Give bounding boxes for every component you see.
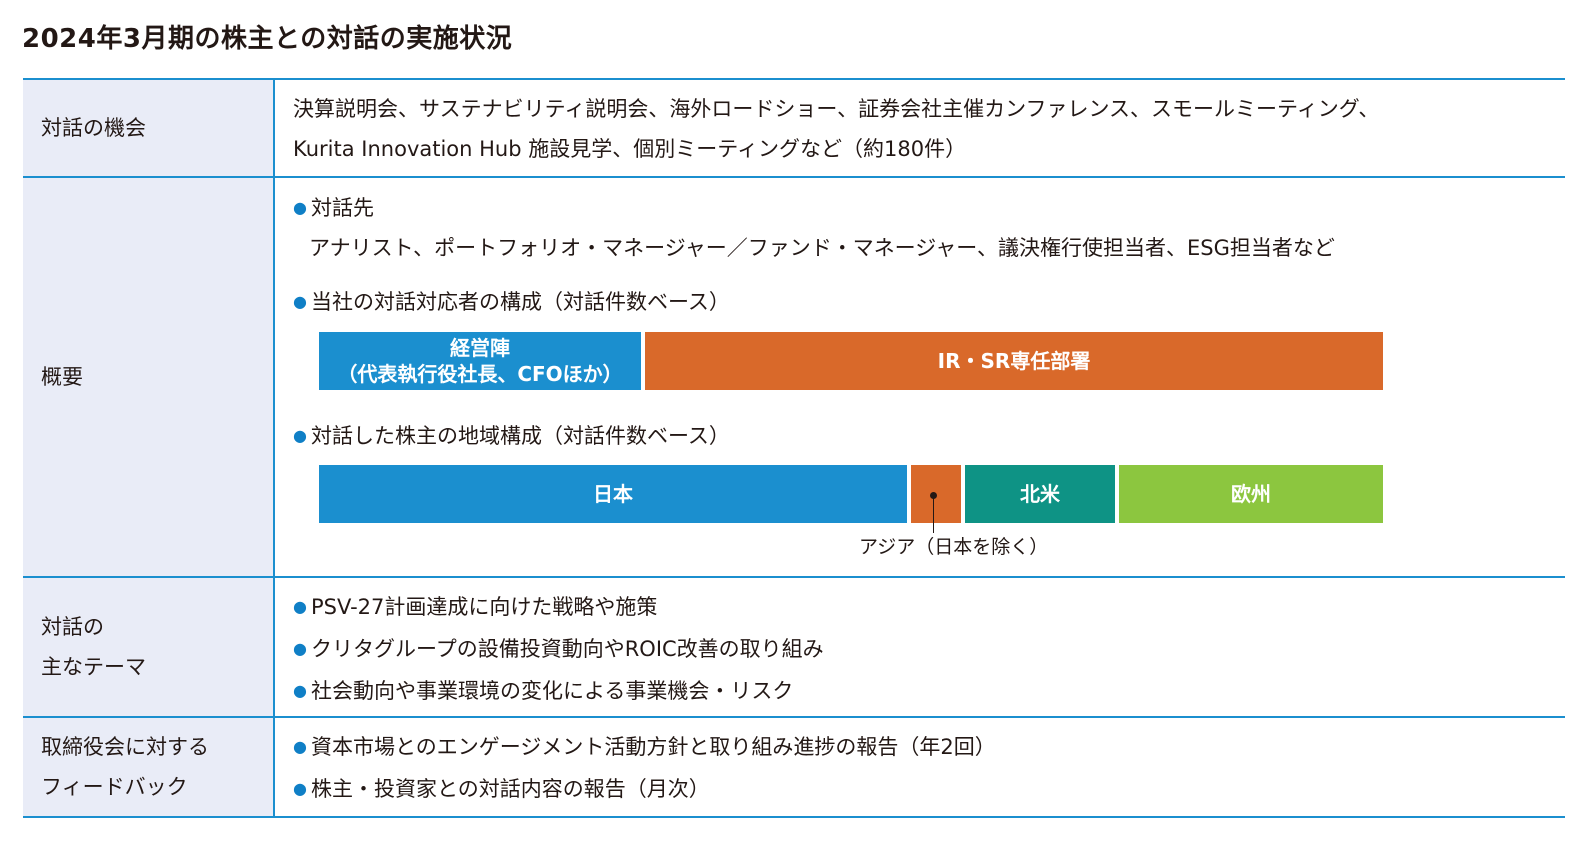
feedback-item: ● 資本市場とのエンゲージメント活動方針と取り組み進捗の報告（年2回）: [293, 727, 1565, 769]
composition-heading: ● 当社の対話対応者の構成（対話件数ベース）: [293, 282, 730, 324]
region-heading-text: 対話した株主の地域構成（対話件数ベース）: [310, 424, 730, 448]
theme-item-text: 社会動向や事業環境の変化による事業機会・リスク: [310, 679, 794, 703]
asia-label: アジア（日本を除く）: [859, 536, 1049, 558]
composition-heading-text: 当社の対話対応者の構成（対話件数ベース）: [310, 290, 730, 314]
opportunities-line-2: Kurita Innovation Hub 施設見学、個別ミーティングなど（約1…: [293, 137, 967, 161]
bullet-icon: ●: [293, 198, 307, 217]
row-header-label: 概要: [41, 365, 83, 389]
composition-bar-ir-sr: IR・SR専任部署: [645, 332, 1383, 390]
bullet-icon: ●: [293, 426, 307, 445]
partners-text: アナリスト、ポートフォリオ・マネージャー／ファンド・マネージャー、議決権行使担当…: [309, 236, 1335, 260]
partners-heading: ● 対話先: [293, 188, 374, 230]
opportunities-content: 決算説明会、サステナビリティ説明会、海外ロードショー、証券会社主催カンファレンス…: [275, 80, 1565, 176]
row-header-label: 対話の機会: [41, 116, 146, 140]
region-bar-japan: 日本: [319, 465, 907, 523]
opportunities-line-1: 決算説明会、サステナビリティ説明会、海外ロードショー、証券会社主催カンファレンス…: [293, 97, 1380, 121]
theme-item: ● 社会動向や事業環境の変化による事業機会・リスク: [293, 671, 1565, 713]
theme-item-text: PSV-27計画達成に向けた戦略や施策: [310, 595, 658, 619]
region-heading: ● 対話した株主の地域構成（対話件数ベース）: [293, 416, 730, 458]
row-overview: 概要 ● 対話先 アナリスト、ポートフォリオ・マネージャー／ファンド・マネージャー…: [23, 178, 1565, 578]
row-feedback: 取締役会に対する フィードバック ● 資本市場とのエンゲージメント活動方針と取り組…: [23, 718, 1565, 818]
asia-callout-line: [933, 495, 934, 533]
bullet-icon: ●: [293, 737, 307, 756]
row-header-overview: 概要: [23, 178, 275, 576]
feedback-item-text: 株主・投資家との対話内容の報告（月次）: [310, 777, 710, 801]
region-bar-north-america: 北米: [965, 465, 1115, 523]
bullet-icon: ●: [293, 639, 307, 658]
bullet-icon: ●: [293, 597, 307, 616]
bullet-icon: ●: [293, 779, 307, 798]
management-label-line1: 経営陣: [450, 336, 510, 360]
row-header-label-line1: 対話の: [41, 615, 104, 639]
partners-heading-text: 対話先: [310, 196, 374, 220]
theme-item: ● クリタグループの設備投資動向やROIC改善の取り組み: [293, 629, 1565, 671]
japan-label: 日本: [593, 482, 633, 506]
region-bar-europe: 欧州: [1119, 465, 1383, 523]
ir-sr-label: IR・SR専任部署: [937, 349, 1091, 373]
dialogue-table: 対話の機会 決算説明会、サステナビリティ説明会、海外ロードショー、証券会社主催カ…: [23, 78, 1565, 818]
feedback-item: ● 株主・投資家との対話内容の報告（月次）: [293, 769, 1565, 811]
europe-label: 欧州: [1231, 482, 1271, 506]
row-opportunities: 対話の機会 決算説明会、サステナビリティ説明会、海外ロードショー、証券会社主催カ…: [23, 80, 1565, 178]
theme-item-text: クリタグループの設備投資動向やROIC改善の取り組み: [310, 637, 824, 661]
overview-content: ● 対話先 アナリスト、ポートフォリオ・マネージャー／ファンド・マネージャー、議決…: [275, 178, 1565, 576]
bullet-icon: ●: [293, 681, 307, 700]
theme-item: ● PSV-27計画達成に向けた戦略や施策: [293, 587, 1565, 629]
row-header-themes: 対話の 主なテーマ: [23, 578, 275, 716]
bullet-icon: ●: [293, 292, 307, 311]
page-title: 2024年3月期の株主との対話の実施状況: [22, 24, 513, 54]
feedback-content: ● 資本市場とのエンゲージメント活動方針と取り組み進捗の報告（年2回） ● 株主・投…: [275, 718, 1565, 816]
themes-content: ● PSV-27計画達成に向けた戦略や施策 ● クリタグループの設備投資動向やROI…: [275, 578, 1565, 716]
row-themes: 対話の 主なテーマ ● PSV-27計画達成に向けた戦略や施策 ● クリタグループの…: [23, 578, 1565, 718]
feedback-item-text: 資本市場とのエンゲージメント活動方針と取り組み進捗の報告（年2回）: [310, 735, 996, 759]
row-header-label-line2: フィードバック: [41, 775, 188, 799]
composition-bar-management: 経営陣 （代表執行役社長、CFOほか）: [319, 332, 641, 390]
row-header-feedback: 取締役会に対する フィードバック: [23, 718, 275, 816]
row-header-label-line1: 取締役会に対する: [41, 735, 209, 759]
row-header-opportunities: 対話の機会: [23, 80, 275, 176]
row-header-label-line2: 主なテーマ: [41, 655, 146, 679]
management-label-line2: （代表執行役社長、CFOほか）: [337, 362, 623, 386]
north-america-label: 北米: [1020, 482, 1060, 506]
